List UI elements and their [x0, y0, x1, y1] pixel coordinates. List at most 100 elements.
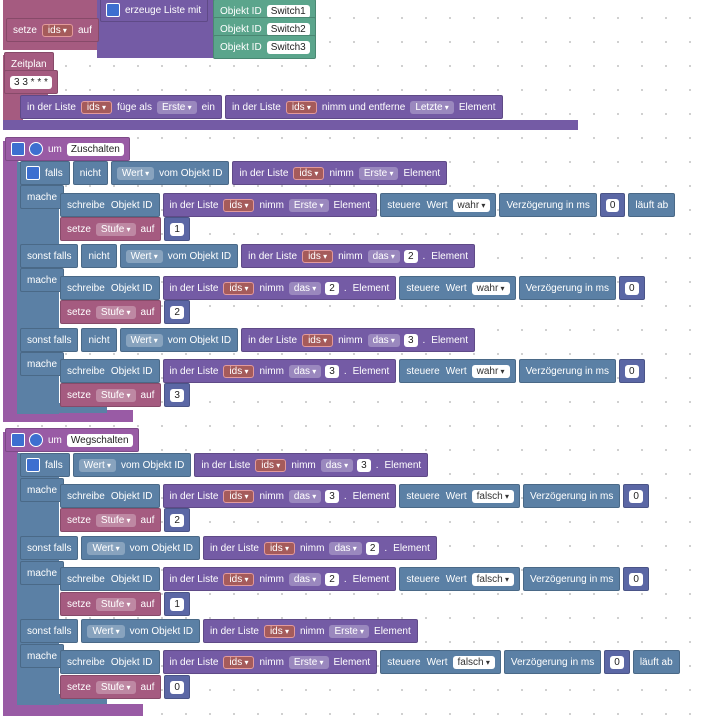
dropdown[interactable]: Erste [329, 624, 370, 638]
dropdown[interactable]: Stufe [95, 388, 136, 402]
number-field[interactable]: 1 [170, 222, 184, 236]
dropdown[interactable]: falsch [471, 489, 514, 503]
number-field[interactable]: 3 [403, 333, 418, 347]
dropdown[interactable]: Letzte [410, 100, 454, 114]
text-field[interactable]: 3 3 * * * [10, 75, 52, 89]
text-field[interactable]: Zuschalten [66, 142, 124, 156]
number-field[interactable]: 1 [170, 597, 184, 611]
dropdown[interactable]: Wert [78, 458, 116, 472]
number-field[interactable]: 2 [170, 305, 184, 319]
block: 0 [618, 359, 645, 383]
dropdown[interactable]: wahr [471, 281, 510, 295]
variable-dropdown[interactable]: ids [223, 364, 255, 378]
dropdown[interactable]: wahr [452, 198, 491, 212]
variable-dropdown[interactable]: ids [263, 541, 295, 555]
label: . [384, 542, 388, 554]
dropdown[interactable]: das [288, 572, 322, 586]
dropdown[interactable]: das [320, 458, 354, 472]
dropdown[interactable]: Erste [288, 655, 329, 669]
dropdown[interactable]: Erste [157, 100, 197, 114]
block: sonst falls [20, 328, 79, 352]
dropdown[interactable]: das [367, 249, 400, 263]
dropdown[interactable]: das [288, 489, 322, 503]
number-field[interactable]: 3 [170, 388, 184, 402]
number-field[interactable]: 0 [610, 655, 624, 669]
number-field[interactable]: 3 [357, 458, 371, 472]
block: 0 [604, 650, 630, 674]
dropdown[interactable]: Stufe [95, 597, 136, 611]
block: in der Liste idsnimm Erste Element [232, 161, 448, 185]
gear-icon[interactable] [11, 142, 25, 156]
dropdown[interactable]: Erste [288, 198, 329, 212]
block-row: sonst falls Wert vom Objekt ID in der Liste… [20, 619, 418, 643]
gear-icon[interactable] [26, 166, 40, 180]
text-field[interactable]: Switch2 [266, 22, 310, 36]
variable-dropdown[interactable]: ids [80, 100, 112, 114]
label: nimm [259, 282, 284, 294]
variable-dropdown[interactable]: ids [223, 572, 255, 586]
gear-icon[interactable] [26, 458, 40, 472]
number-field[interactable]: 2 [403, 249, 418, 263]
number-field[interactable]: 2 [325, 572, 339, 586]
variable-dropdown[interactable]: ids [223, 281, 255, 295]
block: nicht [81, 328, 117, 352]
dropdown[interactable]: das [288, 281, 322, 295]
dropdown[interactable]: das [288, 364, 322, 378]
variable-dropdown[interactable]: ids [255, 458, 287, 472]
dropdown[interactable]: Stufe [95, 305, 136, 319]
block-row: setze Stufe auf 2 [60, 508, 190, 532]
dropdown[interactable]: Erste [358, 166, 399, 180]
variable-dropdown[interactable]: ids [223, 489, 255, 503]
block-row: schreibe Objekt ID in der Liste idsnimmdas3… [60, 484, 649, 508]
number-field[interactable]: 0 [624, 364, 639, 378]
text-field[interactable]: Switch3 [266, 40, 310, 54]
label: in der Liste [169, 490, 219, 502]
block: setze Stufe auf [60, 217, 162, 241]
text-field[interactable]: Switch1 [266, 4, 310, 18]
number-field[interactable]: 0 [629, 489, 643, 503]
dropdown[interactable]: Wert [125, 249, 163, 263]
dropdown[interactable]: Wert [116, 166, 155, 180]
block: in der Liste idsnimmdas3. Element [162, 484, 397, 508]
number-field[interactable]: 0 [605, 198, 620, 212]
dropdown[interactable]: Stufe [95, 680, 136, 694]
dropdown[interactable]: Wert [87, 541, 125, 555]
number-field[interactable]: 3 [325, 489, 339, 503]
variable-dropdown[interactable]: ids [223, 655, 255, 669]
variable-dropdown[interactable]: ids [263, 624, 295, 638]
help-icon[interactable] [29, 142, 43, 156]
number-field[interactable]: 0 [170, 680, 184, 694]
label: Objekt ID [220, 5, 262, 17]
dropdown[interactable]: Wert [87, 624, 125, 638]
number-field[interactable]: 0 [629, 572, 643, 586]
variable-dropdown[interactable]: ids [41, 23, 73, 37]
block: in der Liste ids füge als Erste ein [20, 95, 222, 119]
label: Element [403, 167, 441, 179]
dropdown[interactable]: falsch [471, 572, 514, 586]
block: steuere Wert falsch [399, 484, 520, 508]
label: mache [27, 484, 58, 496]
number-field[interactable]: 2 [365, 541, 380, 555]
dropdown[interactable]: das [329, 541, 362, 555]
dropdown[interactable]: Wert [125, 333, 163, 347]
gear-icon[interactable] [106, 3, 120, 17]
variable-dropdown[interactable]: ids [293, 166, 325, 180]
block: sonst falls [20, 244, 79, 268]
variable-dropdown[interactable]: ids [302, 333, 334, 347]
variable-dropdown[interactable]: ids [302, 249, 334, 263]
dropdown[interactable]: Stufe [95, 513, 136, 527]
help-icon[interactable] [29, 433, 43, 447]
number-field[interactable]: 2 [170, 513, 184, 527]
gear-icon[interactable] [11, 433, 25, 447]
number-field[interactable]: 3 [325, 364, 339, 378]
dropdown[interactable]: Stufe [95, 222, 136, 236]
number-field[interactable]: 0 [624, 281, 639, 295]
dropdown[interactable]: falsch [452, 655, 495, 669]
dropdown[interactable]: wahr [471, 364, 510, 378]
dropdown[interactable]: das [367, 333, 400, 347]
variable-dropdown[interactable]: ids [285, 100, 317, 114]
block: um Zuschalten [5, 137, 130, 161]
variable-dropdown[interactable]: ids [223, 198, 255, 212]
text-field[interactable]: Wegschalten [66, 433, 133, 447]
number-field[interactable]: 2 [325, 281, 339, 295]
